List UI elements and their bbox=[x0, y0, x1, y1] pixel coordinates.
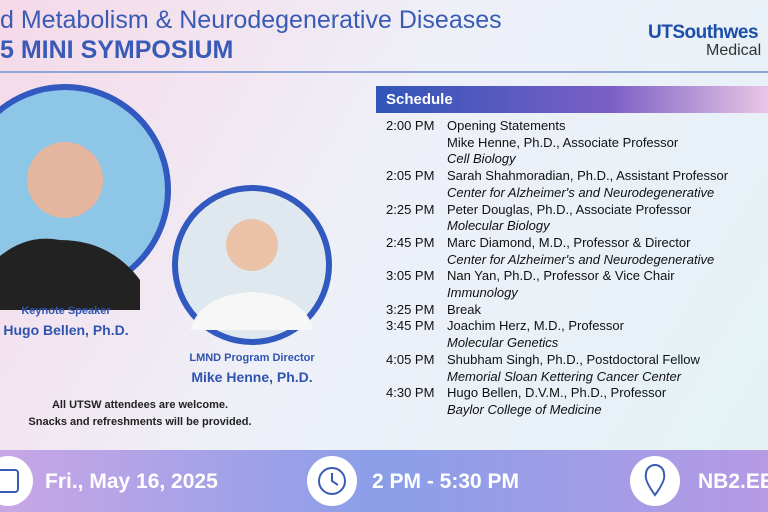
speaker-role: Keynote Speaker bbox=[21, 305, 111, 317]
entry: Mike Henne, Ph.D., Associate Professor bbox=[447, 134, 679, 150]
note: Snacks and refreshments will be provided… bbox=[28, 416, 252, 428]
affiliation: Immunology bbox=[447, 285, 518, 300]
speaker-name: Mike Henne, Ph.D. bbox=[191, 369, 313, 385]
event-time: 2 PM - 5:30 PM bbox=[372, 470, 520, 493]
divider bbox=[0, 71, 768, 73]
face bbox=[226, 219, 278, 271]
event-location: NB2.EE bbox=[698, 470, 768, 493]
note: All UTSW attendees are welcome. bbox=[51, 399, 229, 411]
time: 3:25 PM bbox=[386, 301, 435, 317]
time: 3:45 PM bbox=[386, 318, 435, 334]
pin-glyph bbox=[644, 464, 666, 497]
entry: Joachim Herz, M.D., Professor bbox=[447, 318, 624, 334]
footer-icons bbox=[0, 456, 680, 506]
time: 3:05 PM bbox=[386, 268, 435, 284]
title: d Metabolism & Neurodegenerative Disease… bbox=[0, 6, 502, 34]
coat bbox=[190, 292, 314, 330]
clock-hands bbox=[331, 473, 339, 486]
location-icon bbox=[630, 456, 680, 506]
affiliation: Baylor College of Medicine bbox=[447, 401, 602, 417]
time: 4:05 PM bbox=[386, 351, 435, 367]
affiliation: Center for Alzheimer's and Neurodegenera… bbox=[447, 251, 715, 267]
time: 2:00 PM bbox=[386, 118, 435, 133]
time: 4:30 PM bbox=[386, 385, 435, 401]
affiliation: Cell Biology bbox=[447, 151, 516, 167]
logo-sub: Medical bbox=[706, 42, 762, 59]
silhouette bbox=[0, 238, 140, 310]
entry: Break bbox=[447, 301, 481, 317]
entry: Sarah Shahmoradian, Ph.D., Assistant Pro… bbox=[447, 168, 729, 184]
entry: Nan Yan, Ph.D., Professor & Vice Chair bbox=[447, 268, 675, 284]
speaker-name: Hugo Bellen, Ph.D. bbox=[3, 322, 129, 338]
affiliation: Center for Alzheimer's and Neurodegenera… bbox=[447, 184, 715, 200]
entry: Peter Douglas, Ph.D., Associate Professo… bbox=[447, 201, 692, 217]
entry: Hugo Bellen, D.V.M., Ph.D., Professor bbox=[447, 385, 667, 401]
photos bbox=[0, 84, 332, 345]
time: 2:05 PM bbox=[386, 168, 435, 184]
speaker-role: LMND Program Director bbox=[189, 352, 315, 364]
affiliation: Molecular Genetics bbox=[447, 335, 559, 351]
clock-glyph bbox=[318, 467, 346, 495]
entry: Opening Statements bbox=[447, 118, 566, 133]
time: 2:45 PM bbox=[386, 234, 435, 250]
entry: Shubham Singh, Ph.D., Postdoctoral Fello… bbox=[447, 351, 700, 367]
schedule-header bbox=[376, 86, 768, 113]
affiliation: Molecular Biology bbox=[447, 218, 550, 234]
event-date: Fri., May 16, 2025 bbox=[45, 470, 218, 493]
subtitle: 5 MINI SYMPOSIUM bbox=[0, 36, 234, 64]
face bbox=[27, 142, 103, 218]
calendar-icon bbox=[0, 456, 33, 506]
affiliation: Memorial Sloan Kettering Cancer Center bbox=[447, 368, 682, 384]
time: 2:25 PM bbox=[386, 201, 435, 217]
logo: UTSouthwes bbox=[648, 22, 759, 43]
entry: Marc Diamond, M.D., Professor & Director bbox=[447, 234, 691, 250]
calendar-glyph bbox=[0, 469, 19, 493]
schedule-title: Schedule bbox=[386, 91, 453, 108]
